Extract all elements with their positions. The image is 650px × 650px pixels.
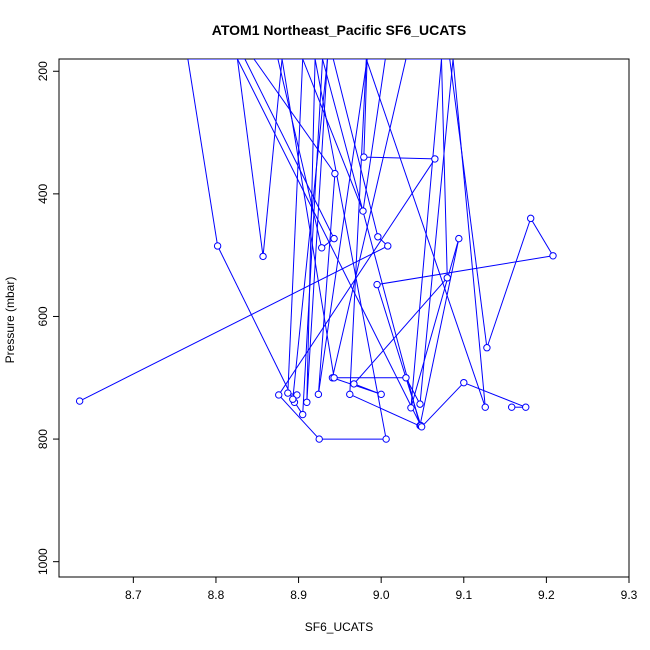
series-segment (449, 59, 488, 348)
series-segment (349, 393, 422, 428)
series-segment (463, 382, 526, 408)
data-point (360, 153, 368, 161)
series-segment (440, 59, 448, 278)
y-tick-label: 400 (36, 184, 50, 204)
data-point (407, 404, 415, 412)
series-segment (244, 59, 335, 239)
series-segment (362, 59, 386, 212)
x-tick-label: 8.8 (208, 588, 225, 602)
data-point (431, 155, 439, 163)
data-point (384, 242, 392, 250)
chart-title: ATOM1 Northeast_Pacific SF6_UCATS (212, 22, 466, 38)
series-segment (306, 59, 316, 403)
series-segment (277, 59, 323, 248)
y-axis-label: Pressure (mbar) (3, 277, 17, 364)
data-point (382, 435, 390, 443)
series-segment (376, 255, 554, 286)
series-segment (322, 59, 421, 426)
y-tick-label: 1000 (36, 548, 50, 575)
data-point (416, 400, 424, 408)
data-point (507, 403, 516, 411)
data-point (377, 390, 385, 399)
series-segment (376, 284, 422, 426)
data-point (330, 234, 338, 243)
y-tick-label: 600 (36, 306, 50, 326)
data-point (331, 169, 339, 178)
series-segment (278, 394, 320, 440)
data-point (330, 374, 338, 382)
data-point (483, 344, 491, 352)
y-tick-label: 800 (36, 429, 50, 449)
y-axis: 200 400 600 800 1000 (36, 61, 59, 575)
series-segment (332, 59, 379, 237)
series-segment (419, 238, 460, 426)
data-point (417, 423, 426, 431)
series-segment (349, 59, 367, 395)
plot-area (75, 59, 557, 443)
data-point (213, 242, 222, 250)
series-segment (317, 173, 336, 395)
series-segment (365, 59, 486, 408)
data-point (314, 390, 323, 399)
data-point (373, 280, 381, 289)
series-segment (236, 59, 264, 257)
data-point (522, 403, 530, 411)
y-tick-label: 200 (36, 61, 50, 81)
series-segment (236, 59, 422, 426)
data-point (346, 390, 354, 399)
data-point (259, 252, 267, 261)
x-tick-label: 9.1 (455, 588, 472, 602)
series-segment (486, 218, 532, 348)
series-segment (353, 277, 448, 385)
x-tick-label: 9.3 (621, 588, 638, 602)
series-segment (419, 59, 454, 405)
series-segment (363, 59, 368, 158)
series-segment (530, 218, 554, 257)
series-segment (421, 382, 465, 428)
data-point (350, 380, 358, 388)
data-point (443, 274, 451, 282)
series-segment (287, 59, 304, 394)
series-segment (302, 59, 324, 415)
data-point (374, 233, 382, 241)
data-point (298, 410, 307, 419)
series-segment (405, 377, 421, 405)
data-point (317, 244, 326, 252)
series-segment (262, 59, 283, 257)
x-tick-label: 8.9 (290, 588, 307, 602)
data-point (303, 398, 311, 406)
series-segment (217, 245, 295, 403)
data-point (526, 214, 535, 223)
series-segment (452, 59, 486, 408)
data-point (460, 378, 468, 387)
x-axis: 8.7 8.8 8.9 9.0 9.1 9.2 9.3 (125, 577, 638, 602)
data-point (275, 391, 283, 399)
data-point (359, 207, 367, 215)
series-segment (302, 59, 364, 212)
x-tick-label: 9.0 (373, 588, 390, 602)
data-point (289, 395, 297, 403)
x-tick-label: 9.2 (538, 588, 555, 602)
x-tick-label: 8.7 (125, 588, 142, 602)
data-point (481, 403, 489, 411)
data-point (455, 234, 463, 243)
series-segment (331, 59, 407, 378)
x-axis-label: SF6_UCATS (305, 620, 373, 634)
series-segment (278, 158, 436, 396)
data-point (402, 374, 410, 382)
series-segment (281, 59, 335, 378)
series-segment (187, 59, 219, 247)
series-segment (314, 59, 387, 440)
series-segment (306, 59, 328, 403)
data-point (549, 252, 557, 260)
data-point (315, 435, 323, 443)
data-point (75, 397, 84, 405)
series-segment (317, 59, 368, 395)
series-segment (363, 156, 435, 160)
data-point (284, 389, 292, 397)
series-segment (410, 238, 460, 408)
